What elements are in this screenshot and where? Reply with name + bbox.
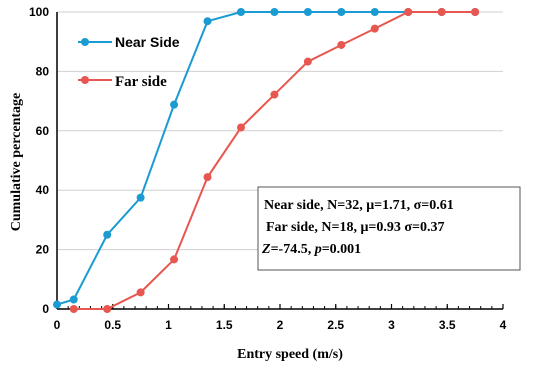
- series-line-near-side: [56, 11, 476, 306]
- data-point-near-side: [53, 300, 61, 309]
- data-point-far-side: [170, 255, 179, 264]
- data-point-far-side: [370, 24, 379, 33]
- x-tick-label: 2: [277, 318, 284, 332]
- data-point-near-side: [337, 8, 346, 16]
- p-symbol: p: [314, 242, 322, 257]
- axes: [56, 12, 504, 310]
- y-tick-label: 100: [29, 5, 49, 19]
- data-point-near-side: [370, 8, 379, 16]
- data-point-far-side: [136, 288, 145, 297]
- data-point-far-side: [337, 40, 346, 49]
- data-point-far-side: [437, 8, 446, 16]
- z-value: =-74.5,: [271, 242, 315, 257]
- x-axis-title: Entry speed (m/s): [237, 347, 343, 362]
- stats-box: [257, 186, 521, 271]
- y-tick-label: 20: [36, 243, 50, 257]
- stats-line-far: Far side, N=18, μ=0.93 σ=0.37: [266, 220, 444, 235]
- data-point-far-side: [270, 90, 279, 99]
- y-axis-title: Cumulative percentage: [9, 93, 24, 232]
- p-value: =0.001: [322, 242, 361, 257]
- legend-marker-far-side: [81, 76, 89, 84]
- data-point-far-side: [236, 123, 245, 132]
- data-point-near-side: [170, 100, 179, 109]
- x-tick-label: 1.5: [216, 318, 233, 332]
- data-point-near-side: [203, 17, 212, 26]
- data-point-far-side: [203, 173, 212, 182]
- data-point-near-side: [103, 230, 112, 239]
- legend: Near Side Far side: [78, 34, 180, 90]
- data-point-near-side: [236, 8, 245, 16]
- x-tick-labels: 0 0.5 1 1.5 2 2.5 3 3.5 4: [54, 318, 507, 332]
- stats-line-test: Z=-74.5, p=0.001: [261, 242, 361, 257]
- stats-line-near: Near side, N=32, μ=1.71, σ=0.61: [264, 198, 454, 213]
- data-point-far-side: [303, 57, 312, 66]
- x-tick-label: 0: [54, 318, 61, 332]
- data-point-near-side: [270, 8, 279, 16]
- data-point-far-side: [103, 305, 112, 313]
- stats-annotation: Near side, N=32, μ=1.71, σ=0.61 Far side…: [257, 186, 521, 271]
- series-layer: [53, 8, 480, 313]
- y-tick-labels: 0 20 40 60 80 100: [29, 5, 49, 316]
- y-tick-label: 40: [36, 183, 50, 197]
- z-symbol: Z: [261, 242, 271, 257]
- data-point-near-side: [136, 193, 145, 202]
- x-tick-label: 2.5: [327, 318, 344, 332]
- y-tick-label: 0: [42, 302, 49, 316]
- data-point-near-side: [69, 295, 78, 304]
- legend-label-far-side: Far side: [115, 74, 167, 90]
- x-tick-label: 3.5: [439, 318, 456, 332]
- y-tick-label: 60: [36, 124, 50, 138]
- x-tick-label: 4: [500, 318, 507, 332]
- data-point-near-side: [303, 8, 312, 16]
- legend-marker-near-side: [81, 38, 89, 46]
- data-point-far-side: [471, 8, 480, 16]
- y-tick-label: 80: [36, 64, 50, 78]
- x-tick-label: 3: [388, 318, 395, 332]
- x-tick-label: 0.5: [104, 318, 121, 332]
- x-tick-label: 1: [165, 318, 172, 332]
- legend-label-near-side: Near Side: [115, 34, 180, 50]
- data-point-far-side: [69, 305, 78, 313]
- data-point-far-side: [404, 8, 413, 16]
